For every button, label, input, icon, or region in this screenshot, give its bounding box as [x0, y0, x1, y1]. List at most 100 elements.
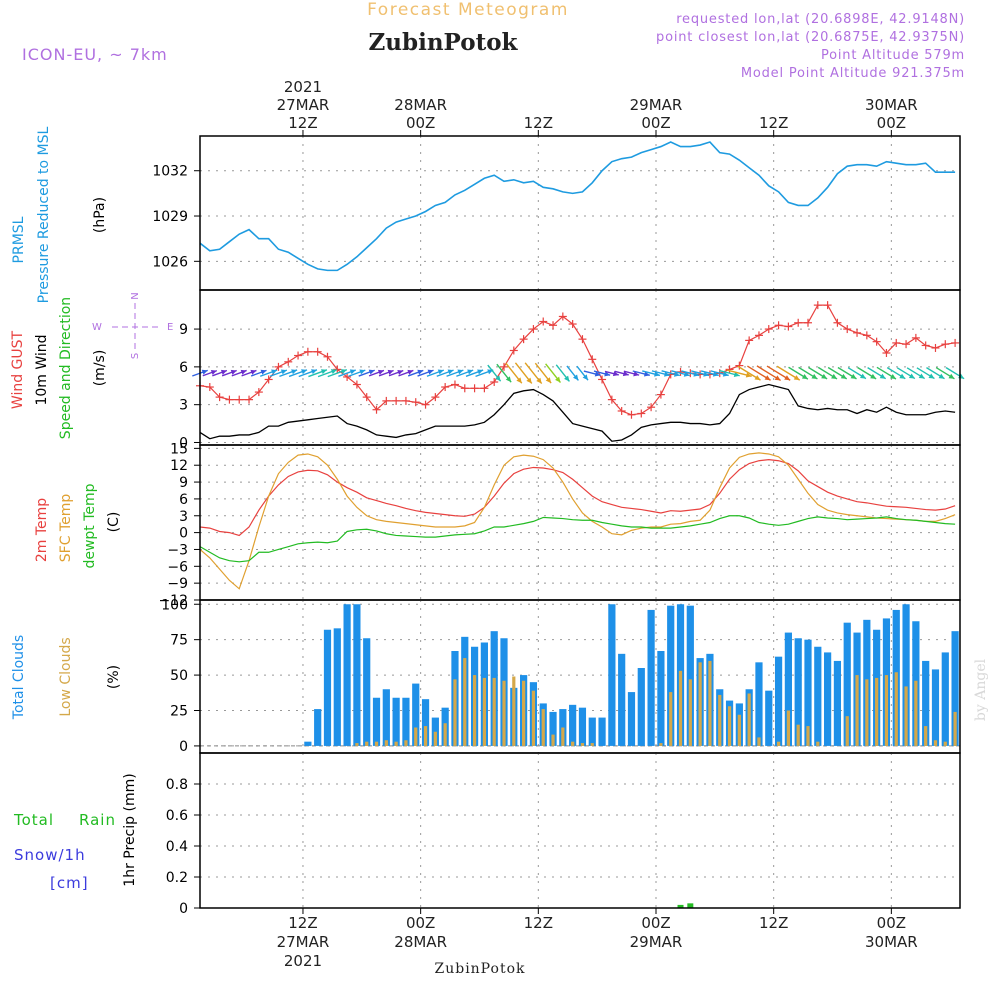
wind-arrow [456, 369, 474, 377]
wind-arrow [788, 366, 809, 380]
low-cloud-bar [747, 693, 751, 746]
low-cloud-bar [414, 727, 418, 746]
wind-arrow [426, 369, 445, 377]
gust-marker [294, 351, 303, 360]
low-cloud-bar [580, 743, 585, 746]
low-cloud-bar [943, 741, 947, 746]
gust-marker [588, 355, 597, 364]
wind-arrow [524, 362, 543, 385]
wind-arrow [545, 363, 562, 383]
low-clouds-label: Low Clouds [58, 637, 74, 716]
bottom-hour-label: 00Z [641, 914, 670, 932]
gust-marker [931, 343, 940, 352]
low-cloud-bar [727, 706, 732, 746]
y-tick-label: 9 [179, 475, 188, 491]
gust-marker [558, 312, 567, 321]
gust-marker [853, 328, 862, 337]
panel-5: 0 0.2 0.4 0.6 0.8 [166, 752, 961, 917]
hpa-label: (hPa) [92, 197, 108, 233]
wind-arrow [368, 369, 385, 377]
total-cloud-bar [951, 631, 959, 746]
low-cloud-bar [571, 741, 575, 746]
panels: 1026102910320369−12−9−6−3036912150255075… [152, 135, 965, 917]
wind-arrow [614, 370, 629, 377]
top-hour-label: 12Z [288, 114, 317, 132]
compass-n: N [130, 292, 141, 299]
low-cloud-bar [365, 741, 369, 746]
total-cloud-bar [637, 668, 645, 746]
wind-arrow [632, 370, 650, 377]
gust-marker [303, 347, 312, 356]
bottom-hour-label: 00Z [406, 914, 435, 932]
wind-arrow [221, 369, 237, 377]
wind-arrow [327, 369, 348, 378]
gust-marker [784, 322, 793, 331]
wind-arrow [926, 367, 945, 380]
low-cloud-bar [953, 711, 957, 746]
temp-labels: 2m Temp SFC Temp dewpt Temp (C) [34, 483, 122, 568]
y-tick-label: 0.2 [166, 870, 188, 886]
low-cloud-bar [561, 727, 565, 746]
wind-arrow [916, 367, 935, 380]
panel-4: 0 25 50 75 100 [161, 597, 961, 755]
gust-marker [480, 384, 489, 393]
rain-bar [677, 904, 684, 908]
requested-coords: requested lon,lat (20.6898E, 42.9148N) [676, 12, 965, 27]
top-hour-label: 12Z [524, 114, 553, 132]
wind-arrow [710, 370, 729, 377]
y-tick-label: 100 [161, 597, 188, 613]
wind10-label: 10m Wind [34, 334, 50, 405]
low-cloud-bar [688, 679, 692, 746]
dewpt-line [199, 515, 956, 563]
total-cloud-bar [363, 638, 371, 746]
gust-marker [343, 372, 352, 381]
y-tick-label: 3 [179, 509, 188, 525]
y-tick-label: 3 [179, 398, 188, 414]
bottom-date-label: 30MAR [865, 933, 918, 951]
low-cloud-bar [816, 741, 820, 746]
total-clouds-label: Total Clouds [11, 635, 27, 720]
gust-marker [284, 357, 293, 366]
gust-marker [205, 383, 214, 392]
low-cloud-bar [924, 726, 928, 746]
prmsl-desc-label: Pressure Reduced to MSL [36, 126, 52, 303]
low-cloud-bar [737, 714, 741, 746]
y-tick-label: −3 [167, 542, 188, 558]
y-tick-label: 0 [179, 435, 188, 451]
gust-marker [951, 338, 960, 347]
gust-marker [352, 380, 361, 389]
wind-arrow [308, 369, 328, 378]
gust-marker [902, 340, 911, 349]
gust-marker [617, 406, 626, 415]
low-cloud-bar [914, 680, 918, 746]
gust-marker [225, 395, 234, 404]
wind-arrow [436, 369, 454, 377]
top-year-label: 2021 [284, 78, 322, 96]
low-cloud-bar [718, 694, 722, 746]
bottom-hour-label: 12Z [759, 914, 788, 932]
low-cloud-bar [884, 675, 889, 746]
gust-marker [539, 317, 548, 326]
low-cloud-bar [698, 662, 702, 746]
gust-marker [313, 347, 322, 356]
top-date-label: 27MAR [277, 96, 330, 114]
wind-arrow [756, 365, 781, 382]
point-altitude: Point Altitude 579m [821, 48, 965, 63]
wind-arrow [726, 369, 752, 378]
wind-arrow [700, 370, 719, 377]
gust-marker [813, 301, 822, 310]
wind-arrow [808, 366, 828, 380]
top-date-label: 29MAR [630, 96, 683, 114]
bottom-hour-label: 00Z [877, 914, 906, 932]
total-cloud-bar [343, 604, 351, 746]
wind-arrow [496, 363, 512, 383]
low-cloud-bar [502, 680, 506, 746]
panel-frame [199, 444, 961, 601]
gust-marker [460, 384, 469, 393]
gust-marker [735, 361, 744, 370]
wind-arrow [317, 369, 338, 378]
gust-marker [490, 377, 499, 386]
wind-arrow [661, 370, 680, 377]
gust-line [199, 304, 956, 416]
